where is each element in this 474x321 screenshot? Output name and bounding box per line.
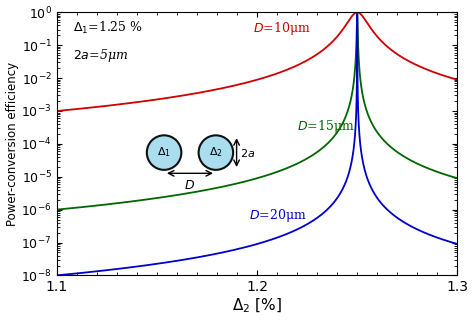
X-axis label: $\Delta_2$ [%]: $\Delta_2$ [%] <box>232 297 282 316</box>
Text: $D$=15μm: $D$=15μm <box>297 117 355 134</box>
Y-axis label: Power-conversion efficiency: Power-conversion efficiency <box>6 62 18 226</box>
Text: $D$=20μm: $D$=20μm <box>249 207 307 224</box>
Text: $\Delta_1$=1.25 %: $\Delta_1$=1.25 % <box>73 20 142 36</box>
Text: $D$=10μm: $D$=10μm <box>253 20 310 37</box>
Text: $2a$=5μm: $2a$=5μm <box>73 47 128 64</box>
